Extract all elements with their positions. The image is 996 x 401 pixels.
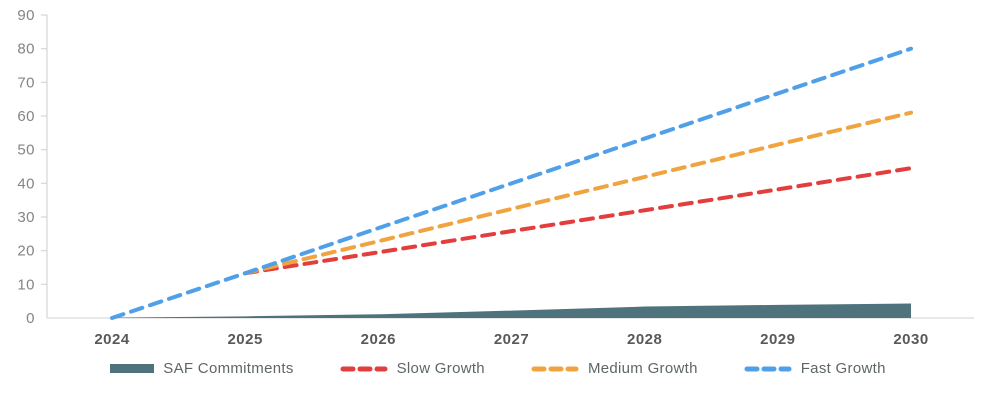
dashed-line-series-slow-growth xyxy=(243,166,914,276)
saf-commitments-swatch xyxy=(110,364,155,373)
x-tick-label: 2024 xyxy=(94,331,130,348)
slow-growth-swatch xyxy=(340,366,388,372)
legend-label: Medium Growth xyxy=(587,360,698,377)
dashed-line-series-fast-growth xyxy=(110,46,914,320)
legend-item-saf-commitments: SAF Commitments xyxy=(110,360,293,377)
legend-item-medium-growth: Medium Growth xyxy=(531,360,698,377)
x-tick-label: 2025 xyxy=(227,331,262,348)
legend-label: Fast Growth xyxy=(800,360,886,377)
y-tick-label: 60 xyxy=(17,108,35,125)
x-tick-label: 2027 xyxy=(494,331,529,348)
y-tick-label: 90 xyxy=(17,7,35,24)
legend-item-slow-growth: Slow Growth xyxy=(340,360,485,377)
x-tick-label: 2030 xyxy=(893,331,928,348)
fast-growth-swatch xyxy=(744,366,792,372)
x-tick-label: 2029 xyxy=(760,331,795,348)
legend-label: Slow Growth xyxy=(396,360,485,377)
dashed-line-series-medium-growth xyxy=(243,110,914,276)
y-tick-label: 40 xyxy=(17,175,35,192)
x-tick-label: 2026 xyxy=(361,331,396,348)
y-tick-label: 30 xyxy=(17,209,35,226)
y-tick-label: 80 xyxy=(17,41,35,58)
area-series-saf-commitments xyxy=(112,303,912,318)
x-tick-label: 2028 xyxy=(627,331,662,348)
y-tick-label: 50 xyxy=(17,142,35,159)
y-tick-label: 10 xyxy=(17,276,35,293)
medium-growth-swatch xyxy=(531,366,579,372)
legend-label: SAF Commitments xyxy=(163,360,294,377)
legend-item-fast-growth: Fast Growth xyxy=(744,360,886,377)
legend: SAF Commitments Slow Growth Medium Growt… xyxy=(0,360,996,377)
y-tick-label: 20 xyxy=(17,243,35,260)
y-tick-label: 70 xyxy=(17,74,35,91)
y-tick-label: 0 xyxy=(26,310,35,327)
